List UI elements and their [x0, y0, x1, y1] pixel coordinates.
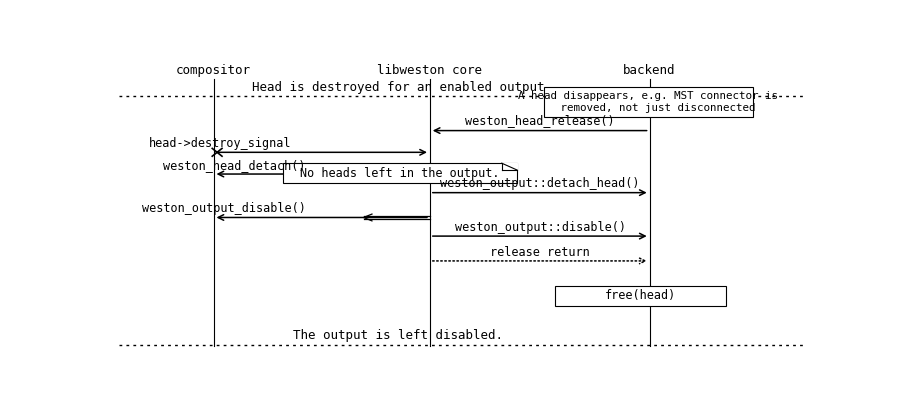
Text: weston_output_disable(): weston_output_disable()	[142, 202, 306, 215]
Bar	[555, 286, 726, 306]
Text: weston_head_release(): weston_head_release()	[465, 114, 615, 127]
Text: Head is destroyed for an enabled output: Head is destroyed for an enabled output	[252, 81, 544, 94]
Polygon shape	[501, 163, 518, 170]
Text: weston_output::detach_head(): weston_output::detach_head()	[440, 177, 640, 191]
Text: free(head): free(head)	[605, 289, 677, 302]
Bar	[284, 163, 518, 183]
Text: No heads left in the output.: No heads left in the output.	[301, 167, 500, 180]
Text: weston_output::disable(): weston_output::disable()	[454, 221, 626, 234]
Text: release return: release return	[491, 246, 590, 259]
Text: A head disappears, e.g. MST connector is
   removed, not just disconnected: A head disappears, e.g. MST connector is…	[518, 91, 778, 113]
Text: libweston core: libweston core	[377, 64, 482, 77]
Text: weston_head_detach(): weston_head_detach()	[163, 159, 306, 172]
Text: The output is left disabled.: The output is left disabled.	[293, 329, 503, 342]
Text: compositor: compositor	[176, 64, 251, 77]
Bar	[544, 87, 752, 116]
Text: head->destroy_signal: head->destroy_signal	[149, 137, 292, 150]
Text: backend: backend	[624, 64, 676, 77]
